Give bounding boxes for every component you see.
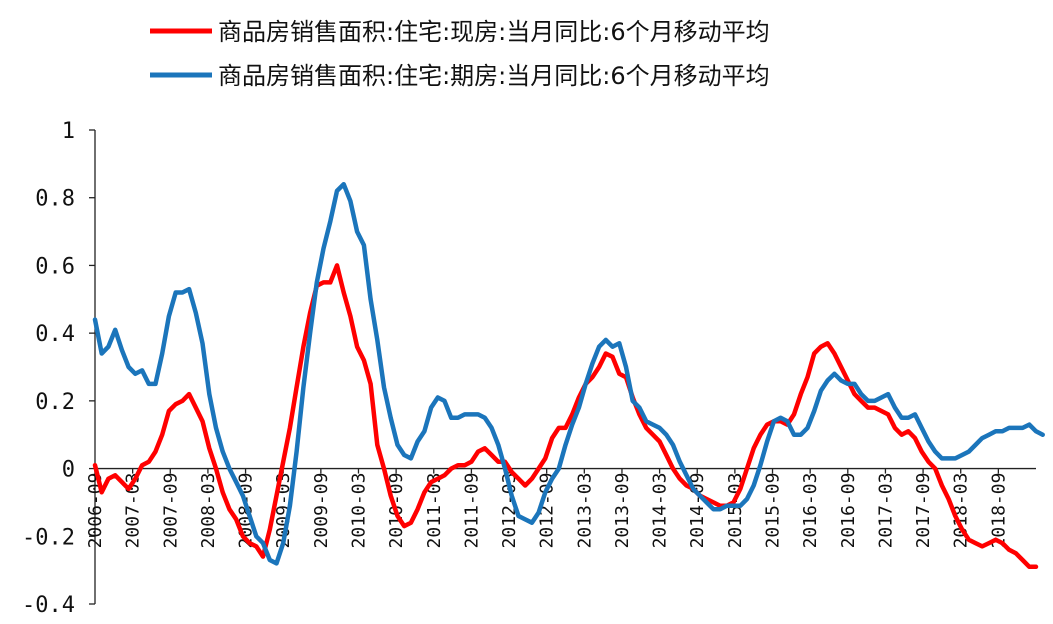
x-tick-label: 2013-03 [574,473,595,549]
x-tick-label: 2007-09 [160,473,181,549]
x-tick-label: 2015-09 [763,473,784,549]
series-lines [92,181,1045,570]
series-line-xianfang [92,263,1039,570]
x-tick-label: 2012-09 [537,473,558,549]
x-tick-label: 2016-09 [838,473,859,549]
x-tick-label: 2014-03 [650,473,671,549]
x-tick-label: 2013-09 [612,473,633,549]
y-tick-label: 0 [62,458,75,483]
x-tick-label: 2008-03 [198,473,219,549]
x-tick-label: 2010-03 [348,473,369,549]
x-tick-label: 2017-03 [875,473,896,549]
x-tick-label: 2017-09 [913,473,934,549]
y-tick-label: -0.2 [22,525,75,550]
x-tick-label: 2012-03 [499,473,520,549]
y-tick-label: 0.6 [35,254,75,279]
y-tick-label: 0.2 [35,390,75,415]
x-tick-label: 2014-09 [687,473,708,549]
x-tick-label: 2018-03 [951,473,972,549]
x-tick-label: 2018-09 [988,473,1009,549]
legend-label-qifang: 商品房销售面积:住宅:期房:当月同比:6个月移动平均 [218,62,770,90]
x-tick-label: 2009-09 [311,473,332,549]
x-tick-label: 2011-09 [461,473,482,549]
x-tick-label: 2011-03 [424,473,445,549]
legend: 商品房销售面积:住宅:现房:当月同比:6个月移动平均 商品房销售面积:住宅:期房… [150,18,770,90]
y-tick-label: 1 [62,119,75,144]
y-tick-label: 0.4 [35,322,75,347]
x-tick-label: 2006-09 [85,473,106,549]
y-axis: 1 0.8 0.6 0.4 0.2 0 -0.2 -0.4 [22,119,96,618]
legend-label-xianfang: 商品房销售面积:住宅:现房:当月同比:6个月移动平均 [218,18,770,46]
series-line-qifang [92,181,1045,566]
x-tick-label: 2007-03 [123,473,144,549]
x-tick-label: 2016-03 [800,473,821,549]
y-tick-label: 0.8 [35,187,75,212]
y-tick-label: -0.4 [22,593,75,618]
